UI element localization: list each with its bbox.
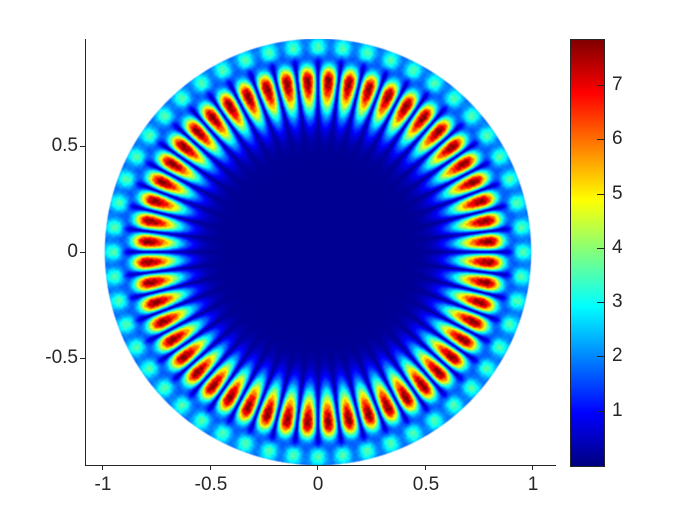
colorbar-tick-label: 2 [612, 345, 623, 366]
colorbar-tick-label: 1 [612, 400, 623, 421]
colorbar [570, 39, 605, 467]
colorbar-tick [597, 302, 604, 303]
x-tick [210, 465, 211, 470]
x-tick-label: 0 [312, 474, 324, 495]
disk-heatmap-canvas [85, 39, 555, 465]
x-tick-label: -1 [94, 474, 112, 495]
colorbar-tick-label: 4 [612, 237, 623, 258]
x-tick-label: 0.5 [412, 474, 440, 495]
y-tick-label: 0 [67, 241, 78, 262]
y-axis-line [85, 39, 86, 466]
y-tick [80, 252, 85, 253]
y-tick [80, 358, 85, 359]
y-tick-label: 0.5 [51, 135, 78, 156]
colorbar-tick [597, 139, 604, 140]
colorbar-tick [597, 411, 604, 412]
y-tick-label: -0.5 [45, 347, 78, 368]
colorbar-tick [597, 85, 604, 86]
x-axis-line [85, 465, 556, 466]
colorbar-tick [597, 248, 604, 249]
x-tick [532, 465, 533, 470]
colorbar-tick [597, 194, 604, 195]
x-tick [425, 465, 426, 470]
colorbar-tick-label: 6 [612, 128, 623, 149]
x-tick [102, 465, 103, 470]
x-tick-label: 1 [527, 474, 539, 495]
x-tick [317, 465, 318, 470]
colorbar-tick-label: 5 [612, 183, 623, 204]
colorbar-tick-label: 7 [612, 74, 623, 95]
colorbar-tick [597, 356, 604, 357]
x-tick-label: -0.5 [194, 474, 228, 495]
y-tick [80, 146, 85, 147]
colorbar-tick-label: 3 [612, 291, 623, 312]
